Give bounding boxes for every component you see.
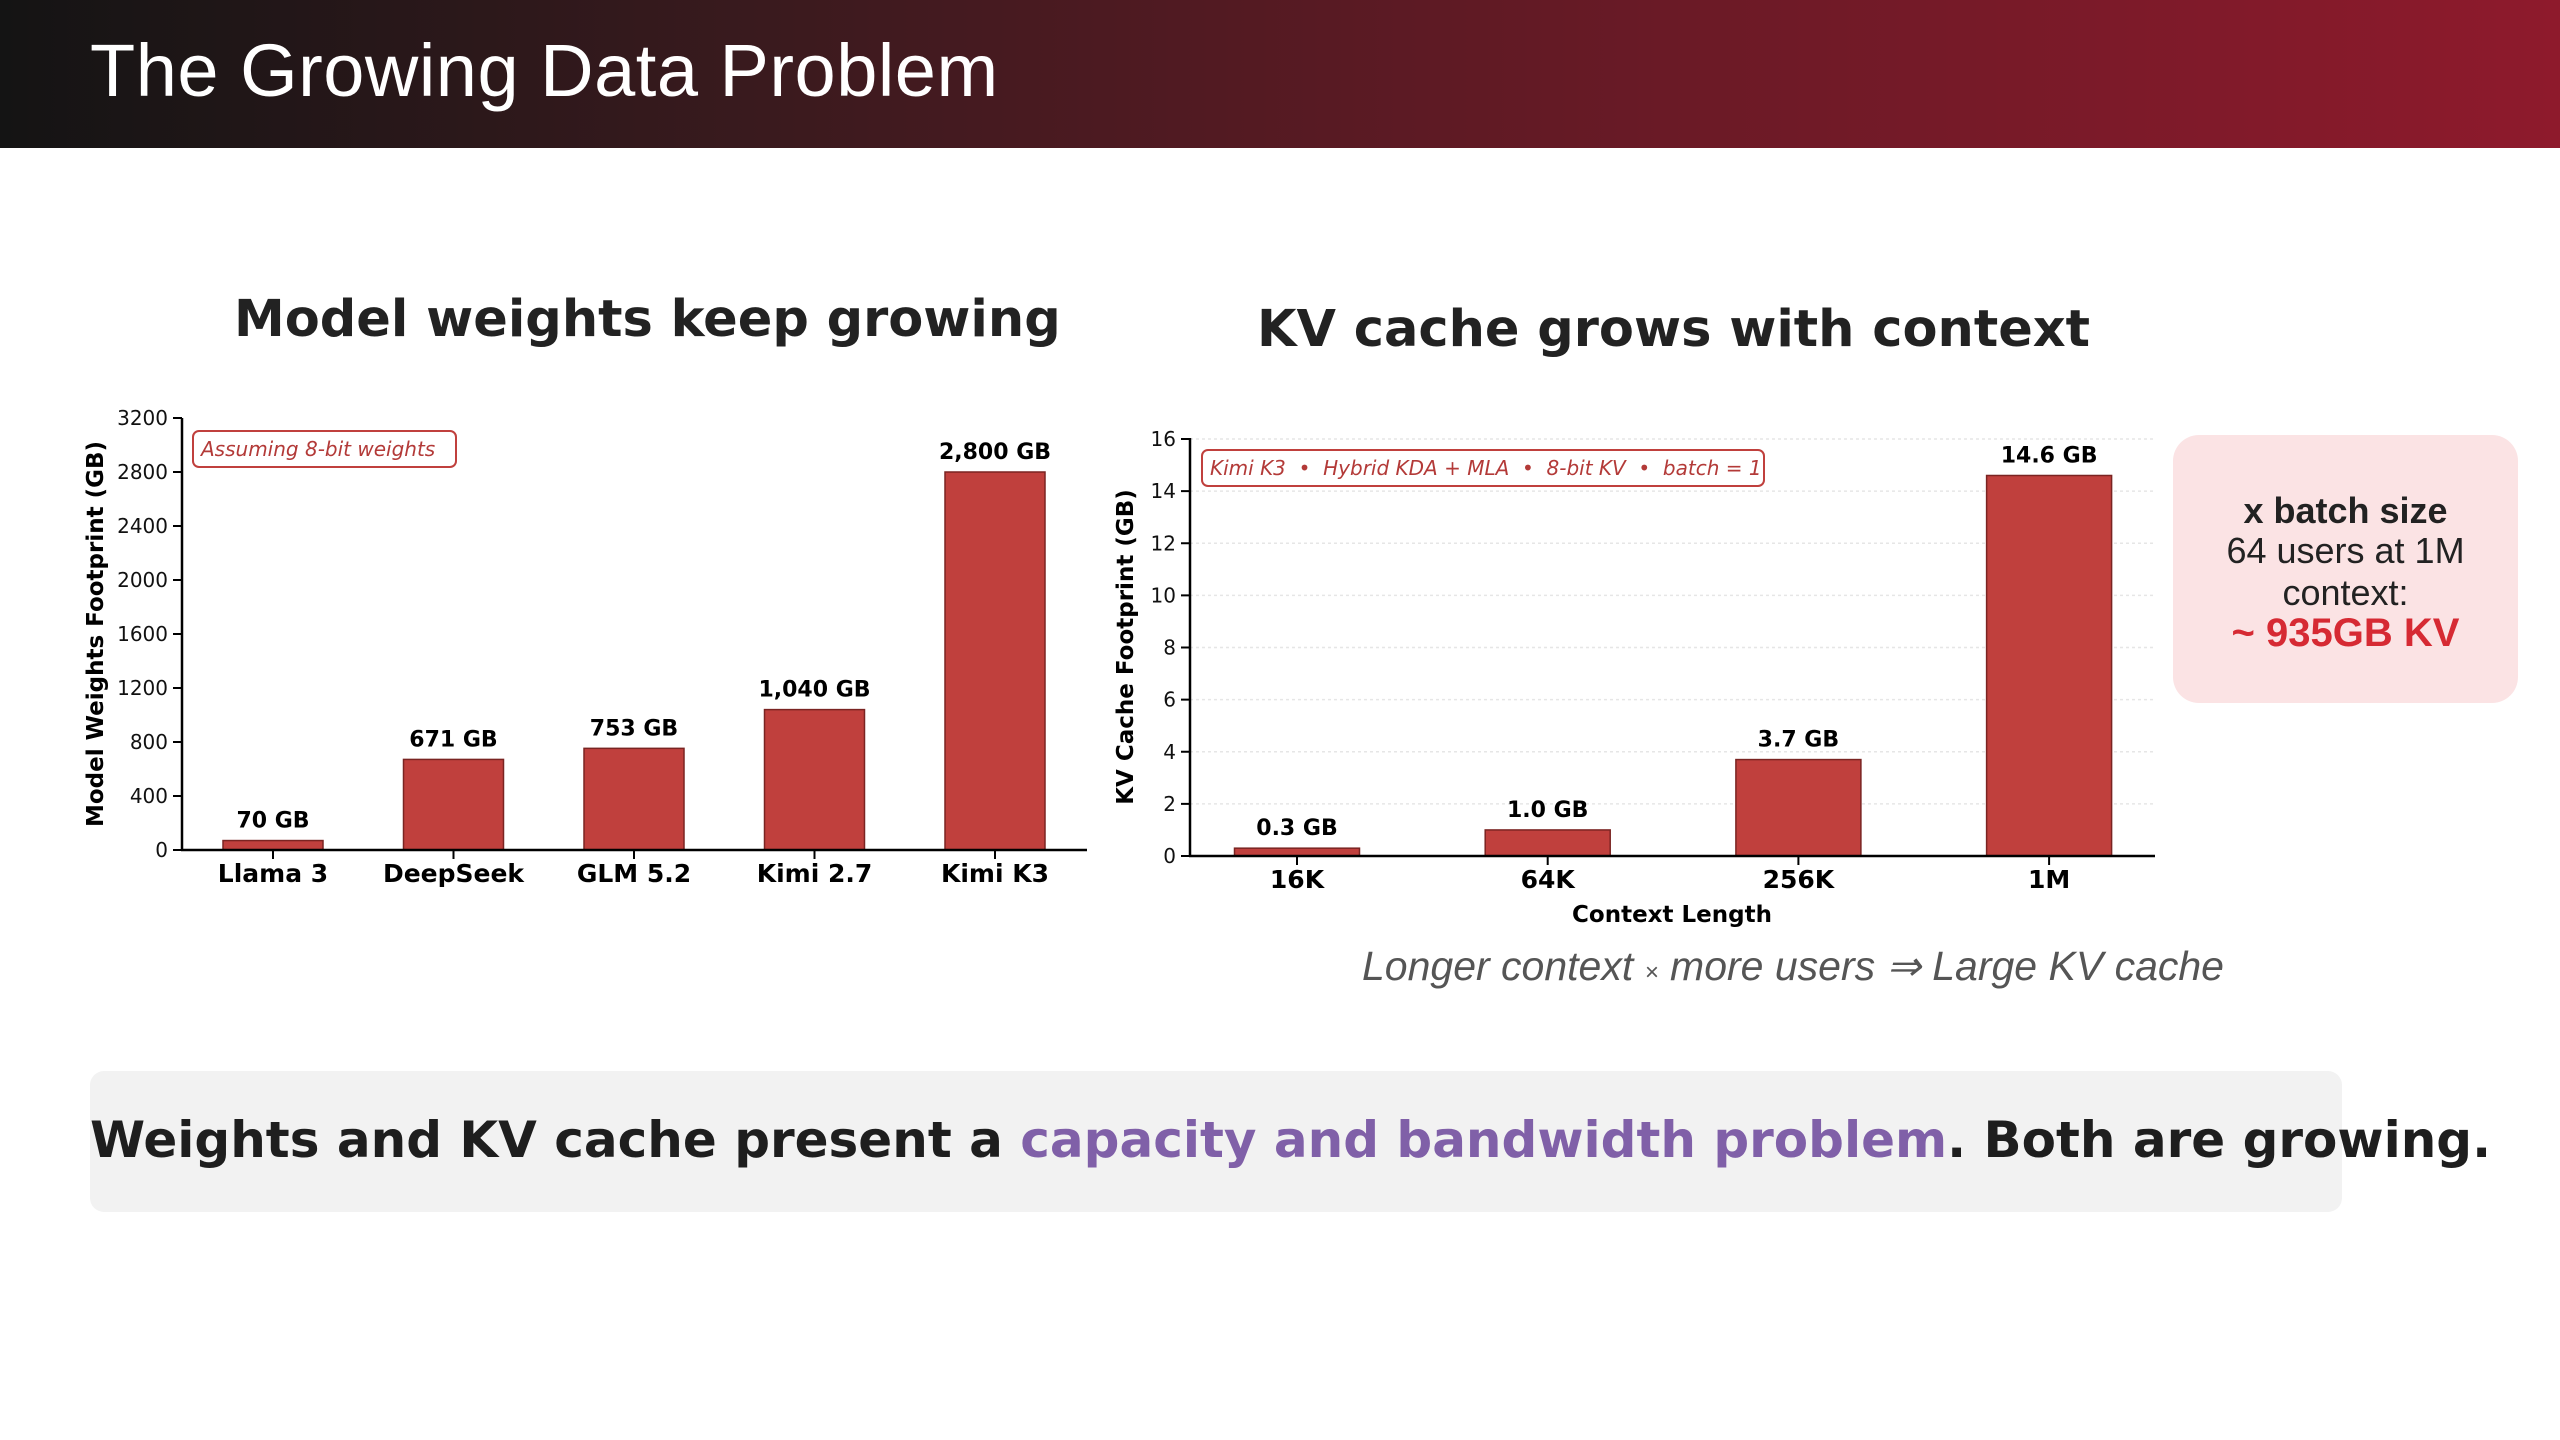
title-bar: The Growing Data Problem [0,0,2560,148]
batch-size-card: x batch size 64 users at 1M context: ~ 9… [2173,435,2518,703]
right-x-axis-title: Context Length [1572,902,1772,928]
conclusion-after: . Both are growing. [1947,1111,2492,1169]
left-y-axis-title: Model Weights Footprint (GB) [83,441,109,827]
batch-card-value: ~ 935GB KV [2231,611,2460,655]
batch-card-body: 64 users at 1M context: [2226,530,2465,613]
right-y-tick-label: 10 [1151,583,1176,607]
right-bar [1484,829,1611,857]
kv-caption: Longer context × more users ⇒ Large KV c… [1362,942,2224,990]
caption-times: × [1644,959,1659,986]
right-y-tick-label: 16 [1151,427,1176,451]
left-bar [944,471,1046,851]
left-data-label: 671 GB [409,727,497,752]
left-note-text: Assuming 8-bit weights [199,437,435,461]
left-data-label: 1,040 GB [758,678,870,703]
caption-part2: more users ⇒ Large KV cache [1658,943,2224,989]
left-bar [583,747,685,851]
conclusion-banner: Weights and KV cache present a capacity … [90,1071,2491,1212]
conclusion-before: Weights and KV cache present a [90,1111,1021,1169]
right-note-box [1201,449,1765,487]
left-y-tick-label: 3200 [117,406,168,430]
right-y-axis-title: KV Cache Footprint (GB) [1113,489,1139,805]
right-data-label: 1.0 GB [1507,798,1588,823]
right-y-tick-label: 6 [1163,688,1176,712]
left-y-tick-label: 1600 [117,622,168,646]
left-bar [763,708,866,851]
right-note-text: Kimi K3 • Hybrid KDA + MLA • 8-bit KV • … [1210,456,1762,480]
right-data-label: 0.3 GB [1256,816,1337,841]
left-bar [402,758,505,851]
right-y-tick-label: 0 [1163,844,1176,868]
right-data-label: 14.6 GB [2001,443,2098,468]
right-x-tick-label: 1M [2028,865,2070,894]
left-chart-title: Model weights keep growing [234,290,1061,349]
left-y-tick-label: 800 [130,730,168,754]
left-x-tick-label: Kimi 2.7 [757,859,873,888]
left-y-tick-label: 2400 [117,514,168,538]
left-data-label: 753 GB [590,716,678,741]
caption-part1: Longer context [1362,943,1645,989]
page-title: The Growing Data Problem [90,29,999,112]
kv-cache-chart: 0 2 4 6 8 10 12 14 16 16K 64K 256K 1M 0.3 GB 1.0 GB 3… [1113,427,2155,928]
left-data-label: 2,800 GB [939,440,1051,465]
left-x-tick-label: DeepSeek [383,859,525,888]
conclusion-text: Weights and KV cache present a capacity … [90,1111,2491,1169]
weights-chart: 0 400 800 1200 1600 2000 2400 2800 3200 Llama 3 D… [83,406,1087,888]
right-data-label: 3.7 GB [1758,728,1839,753]
batch-card-heading: x batch size [2243,490,2448,531]
left-note-box [192,430,457,468]
right-chart-title: KV cache grows with context [1257,300,2091,359]
left-x-tick-label: Llama 3 [218,859,328,888]
right-y-tick-label: 14 [1151,479,1176,503]
right-bar [1735,758,1862,857]
left-y-tick-label: 0 [155,838,168,862]
left-y-tick-label: 1200 [117,676,168,700]
left-y-tick-label: 400 [130,784,168,808]
right-x-tick-label: 256K [1763,865,1836,894]
right-x-tick-label: 16K [1270,865,1326,894]
left-x-tick-label: Kimi K3 [941,859,1049,888]
right-y-tick-label: 4 [1163,740,1176,764]
left-y-tick-label: 2800 [117,460,168,484]
right-y-tick-label: 2 [1163,792,1176,816]
right-x-tick-label: 64K [1521,865,1577,894]
left-data-label: 70 GB [236,809,309,834]
right-bar [1985,474,2113,857]
conclusion-highlight: capacity and bandwidth problem [1020,1111,1948,1169]
left-y-tick-label: 2000 [117,568,168,592]
left-x-tick-label: GLM 5.2 [577,859,691,888]
right-y-tick-label: 12 [1151,531,1176,555]
left-bar [222,839,324,851]
right-y-tick-label: 8 [1163,636,1176,660]
